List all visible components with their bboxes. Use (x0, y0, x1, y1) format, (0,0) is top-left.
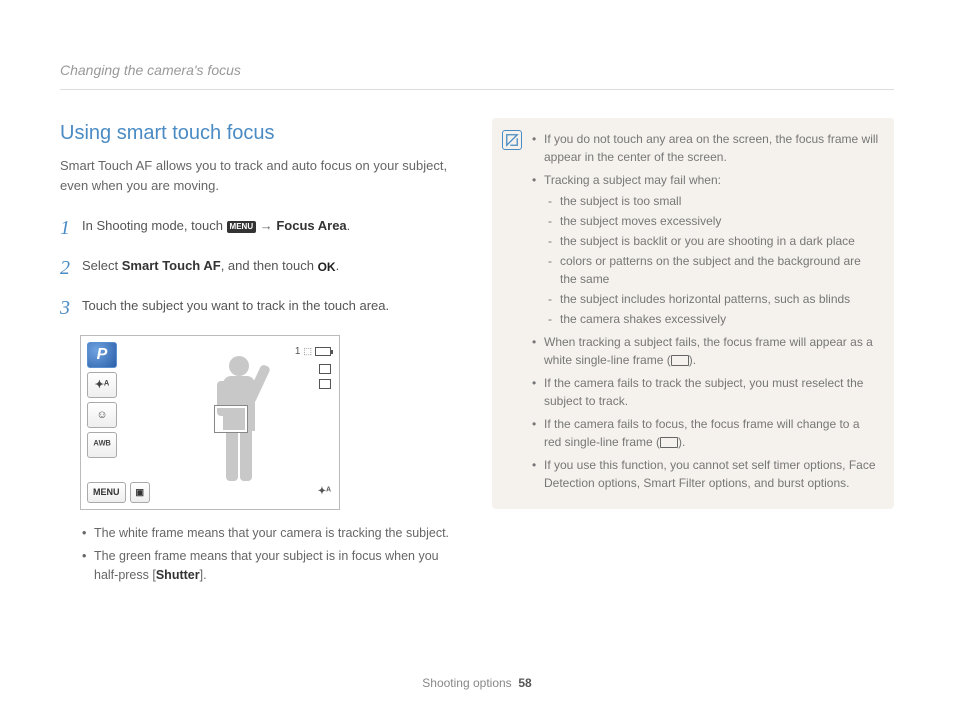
note-item: If the camera fails to track the subject… (532, 374, 880, 410)
section-title: Using smart touch focus (60, 118, 462, 148)
thumb-button: ▣ (130, 482, 151, 504)
note-icon (502, 130, 522, 150)
note-subitem: the subject is too small (548, 192, 880, 210)
step-number: 2 (60, 253, 74, 283)
camera-screen-illustration: P ✦ᴬ ☺ ᴬᵂᴮ MENU ▣ 1 ⬚ (80, 335, 340, 510)
menu-button: MENU (87, 482, 126, 504)
flash-indicator: ✦ᴬ (318, 484, 331, 499)
step-text: Select Smart Touch AF, and then touch OK… (82, 253, 339, 276)
red-frame-icon (660, 437, 678, 448)
step-number: 1 (60, 213, 74, 243)
step-text: Touch the subject you want to track in t… (82, 293, 389, 316)
battery-indicator: 1 ⬚ (295, 344, 331, 359)
mode-p-icon: P (87, 342, 117, 368)
note-subitem: the camera shakes excessively (548, 310, 880, 328)
note-item: When tracking a subject fails, the focus… (532, 333, 880, 369)
frame-icon (319, 364, 331, 374)
note-item: If the camera fails to focus, the focus … (532, 415, 880, 451)
note-subitem: the subject is backlit or you are shooti… (548, 232, 880, 250)
face-icon: ☺ (87, 402, 117, 428)
page-footer: Shooting options 58 (0, 674, 954, 692)
step-2: 2 Select Smart Touch AF, and then touch … (60, 253, 462, 283)
bullet-green-frame: The green frame means that your subject … (82, 547, 462, 585)
note-item: Tracking a subject may fail when: the su… (532, 171, 880, 328)
flash-icon: ✦ᴬ (87, 372, 117, 398)
bullet-white-frame: The white frame means that your camera i… (82, 524, 462, 543)
step-number: 3 (60, 293, 74, 323)
step-3: 3 Touch the subject you want to track in… (60, 293, 462, 323)
note-box: If you do not touch any area on the scre… (492, 118, 894, 509)
note-subitem: the subject moves excessively (548, 212, 880, 230)
intro-text: Smart Touch AF allows you to track and a… (60, 156, 462, 195)
awb-icon: ᴬᵂᴮ (87, 432, 117, 458)
note-item: If you use this function, you cannot set… (532, 456, 880, 492)
frame-icon (319, 379, 331, 389)
step-1: 1 In Shooting mode, touch MENU → Focus A… (60, 213, 462, 243)
note-subitem: colors or patterns on the subject and th… (548, 252, 880, 288)
note-item: If you do not touch any area on the scre… (532, 130, 880, 166)
note-subitem: the subject includes horizontal patterns… (548, 290, 880, 308)
focus-frame (215, 406, 247, 432)
step-text: In Shooting mode, touch MENU → Focus Are… (82, 213, 350, 236)
breadcrumb: Changing the camera's focus (60, 60, 894, 90)
menu-icon: MENU (227, 221, 257, 233)
ok-icon: OK (318, 258, 336, 276)
white-frame-icon (671, 355, 689, 366)
